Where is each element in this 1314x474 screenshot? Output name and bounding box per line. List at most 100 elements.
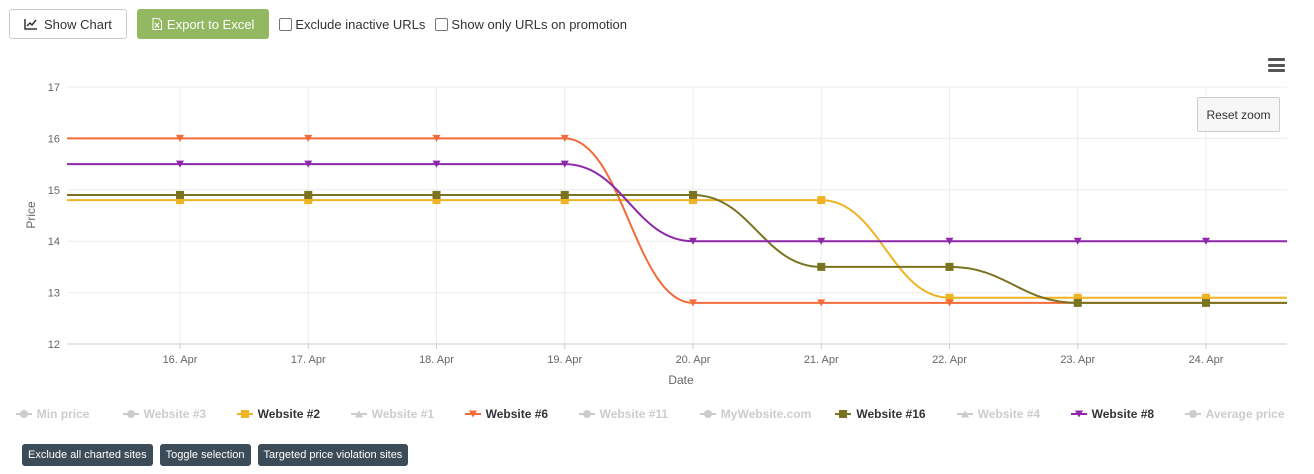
point-website-8[interactable] (176, 160, 184, 168)
legend-symbol-icon (236, 410, 253, 418)
point-website-2[interactable] (560, 196, 569, 205)
point-website-16[interactable] (689, 190, 697, 199)
legend-symbol-icon (1184, 410, 1201, 418)
point-website-6[interactable] (689, 299, 697, 307)
legend-label: Website #16 (856, 407, 926, 421)
point-website-6[interactable] (176, 134, 184, 142)
hamburger-menu-icon[interactable] (1268, 58, 1285, 72)
point-website-16[interactable] (560, 190, 569, 199)
legend-label: Website #6 (485, 407, 549, 421)
checkbox-box[interactable] (435, 17, 449, 31)
x-axis-title: Date (668, 373, 694, 387)
point-website-6[interactable] (432, 134, 441, 142)
price-chart[interactable]: 12 13 14 15 16 17 16. Apr 17. Apr 18. Apr 19. Apr… (0, 50, 1314, 440)
legend-item-average-price[interactable]: Average price (1184, 402, 1285, 426)
x-tick-label: 22. Apr (932, 354, 967, 366)
point-website-16[interactable] (1202, 298, 1210, 307)
point-website-8[interactable] (945, 237, 954, 245)
export-excel-button[interactable]: Export to Excel (136, 9, 270, 39)
legend-item-min-price[interactable]: Min price (15, 402, 90, 426)
series-line-website-16[interactable] (67, 193, 1287, 304)
point-website-8[interactable] (1073, 237, 1082, 245)
legend-symbol-icon (578, 410, 595, 418)
legend-symbol-icon (15, 410, 32, 418)
chart-legend: Min price Website #3 Website #2 Website #1 W… (0, 402, 1314, 426)
series-line-website-6[interactable] (67, 137, 1287, 304)
legend-symbol-icon (956, 410, 973, 418)
promotion-only-label: Show only URLs on promotion (451, 16, 628, 32)
checkbox-box[interactable] (279, 17, 293, 31)
legend-symbol-icon (122, 410, 139, 418)
point-website-2[interactable] (689, 196, 697, 205)
legend-label: Website #8 (1091, 407, 1155, 421)
legend-item-website-1[interactable]: Website #1 (350, 402, 435, 426)
point-website-8[interactable] (560, 160, 569, 168)
point-website-2[interactable] (1202, 293, 1210, 302)
legend-symbol-icon (1070, 410, 1087, 418)
legend-label: MyWebsite.com (720, 407, 812, 421)
legend-label: Average price (1205, 407, 1285, 421)
line-chart-icon (24, 19, 37, 30)
point-website-8[interactable] (817, 237, 826, 245)
excel-file-icon (152, 18, 162, 30)
x-tick-label: 16. Apr (163, 354, 198, 366)
point-website-6[interactable] (304, 134, 313, 142)
point-website-16[interactable] (1073, 298, 1082, 307)
legend-item-mywebsite-com[interactable]: MyWebsite.com (699, 402, 812, 426)
y-tick-label: 16 (48, 133, 60, 145)
x-tick-label: 24. Apr (1189, 354, 1224, 366)
point-website-2[interactable] (1073, 293, 1082, 302)
point-website-16[interactable] (176, 190, 184, 199)
series-line-website-8[interactable] (67, 163, 1287, 243)
y-tick-label: 15 (48, 185, 60, 197)
y-axis-title: Price (24, 201, 38, 229)
legend-label: Website #1 (371, 407, 435, 421)
legend-symbol-icon (350, 410, 367, 418)
y-tick-label: 14 (48, 236, 60, 248)
legend-item-website-6[interactable]: Website #6 (464, 402, 549, 426)
legend-label: Website #4 (977, 407, 1041, 421)
legend-item-website-3[interactable]: Website #3 (122, 402, 206, 426)
show-chart-label: Show Chart (44, 16, 112, 32)
point-website-6[interactable] (817, 299, 826, 307)
point-website-16[interactable] (432, 190, 441, 199)
point-website-8[interactable] (689, 237, 697, 245)
exclude-all-charted-sites-button[interactable]: Exclude all charted sites (22, 444, 153, 466)
targeted-price-violation-sites-button[interactable]: Targeted price violation sites (257, 444, 409, 466)
y-tick-label: 13 (48, 288, 60, 300)
legend-item-website-16[interactable]: Website #16 (835, 402, 926, 426)
x-tick-label: 17. Apr (291, 354, 326, 366)
exclude-inactive-checkbox[interactable]: Exclude inactive URLs (279, 17, 425, 32)
point-website-2[interactable] (945, 293, 954, 302)
exclude-inactive-label: Exclude inactive URLs (295, 16, 426, 32)
promotion-only-checkbox[interactable]: Show only URLs on promotion (435, 17, 627, 32)
point-website-2[interactable] (817, 196, 826, 205)
reset-zoom-button[interactable]: Reset zoom (1197, 97, 1280, 132)
legend-item-website-8[interactable]: Website #8 (1070, 402, 1155, 426)
toggle-selection-button[interactable]: Toggle selection (159, 444, 251, 466)
legend-item-website-2[interactable]: Website #2 (236, 402, 321, 426)
legend-item-website-11[interactable]: Website #11 (578, 402, 668, 426)
y-tick-label: 17 (48, 82, 60, 94)
legend-symbol-icon (464, 410, 481, 418)
legend-label: Min price (36, 407, 90, 421)
point-website-2[interactable] (176, 196, 184, 205)
legend-item-website-4[interactable]: Website #4 (956, 402, 1041, 426)
point-website-6[interactable] (560, 134, 569, 142)
x-tick-label: 21. Apr (804, 354, 839, 366)
series-line-website-2[interactable] (66, 199, 1287, 299)
point-website-2[interactable] (304, 196, 313, 205)
point-website-6[interactable] (945, 299, 954, 307)
legend-label: Website #2 (257, 407, 321, 421)
legend-symbol-icon (699, 410, 716, 418)
x-tick-label: 23. Apr (1060, 354, 1095, 366)
point-website-2[interactable] (432, 196, 441, 205)
point-website-8[interactable] (304, 160, 313, 168)
show-chart-button[interactable]: Show Chart (9, 9, 127, 39)
point-website-8[interactable] (432, 160, 441, 168)
x-tick-label: 20. Apr (676, 354, 711, 366)
point-website-16[interactable] (304, 190, 313, 199)
point-website-16[interactable] (945, 262, 954, 271)
point-website-8[interactable] (1202, 237, 1210, 245)
point-website-16[interactable] (817, 262, 826, 271)
